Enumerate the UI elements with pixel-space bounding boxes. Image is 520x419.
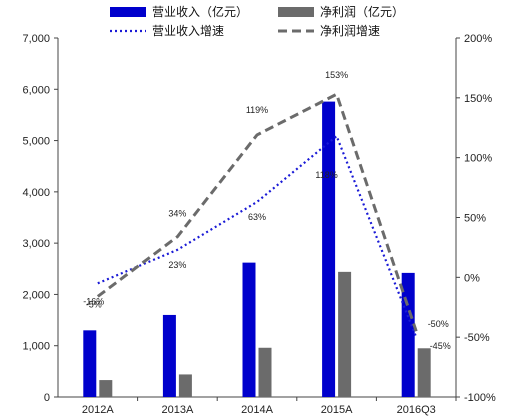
left-tick-label: 6,000 — [22, 84, 50, 96]
legend-label: 营业收入增速 — [152, 24, 224, 38]
profit-growth-label: 34% — [168, 209, 186, 219]
data-labels: -5% 23% 63% 118% -50% -16% 34% 119% 153% -45% — [83, 70, 450, 351]
profit-bar — [338, 271, 352, 397]
right-tick-label: -50% — [464, 332, 490, 344]
legend-swatch — [110, 7, 146, 17]
revenue-bar — [83, 330, 97, 397]
bars — [83, 101, 431, 397]
right-y-axis: -100% -50% 0% 50% 100% 150% 200% — [455, 33, 496, 404]
profit-bar — [417, 348, 431, 397]
legend: 营业收入（亿元） 净利润（亿元） 营业收入增速 净利润增速 — [110, 4, 404, 38]
profit-growth-label: 153% — [325, 70, 348, 80]
legend-label: 净利润增速 — [320, 24, 380, 38]
revenue-bar — [162, 314, 176, 397]
revenue-growth-label: 23% — [168, 260, 186, 270]
revenue-bar — [401, 272, 415, 397]
profit-growth-label: -45% — [430, 341, 451, 351]
right-tick-label: 150% — [464, 93, 492, 105]
profit-growth-line — [96, 92, 418, 332]
right-tick-label: 200% — [464, 33, 492, 45]
revenue-growth-label: -5% — [86, 299, 102, 309]
left-tick-label: 4,000 — [22, 187, 50, 199]
right-tick-label: -100% — [464, 392, 496, 404]
left-tick-label: 0 — [44, 392, 50, 404]
revenue-bar — [322, 101, 336, 397]
right-tick-label: 0% — [464, 272, 480, 284]
revenue-growth-label: 63% — [248, 212, 266, 222]
legend-label: 净利润（亿元） — [320, 4, 404, 19]
x-tick-label: 2012A — [82, 404, 114, 416]
revenue-growth-line — [97, 135, 418, 338]
left-tick-label: 3,000 — [22, 238, 50, 250]
x-tick-label: 2015A — [321, 404, 353, 416]
revenue-growth-label: -50% — [428, 319, 449, 329]
x-tick-label: 2014A — [241, 404, 273, 416]
left-tick-label: 5,000 — [22, 136, 50, 148]
legend-swatch — [278, 7, 314, 17]
x-tick-label: 2016Q3 — [397, 404, 436, 416]
left-tick-label: 7,000 — [22, 33, 50, 45]
right-tick-label: 50% — [464, 213, 486, 225]
left-y-axis: 0 1,000 2,000 3,000 4,000 5,000 6,000 7,000 — [22, 33, 59, 404]
profit-bar — [258, 347, 272, 397]
left-tick-label: 2,000 — [22, 289, 50, 301]
profit-growth-label: 119% — [246, 105, 268, 115]
revenue-growth-label: 118% — [315, 170, 337, 180]
legend-label: 营业收入（亿元） — [152, 4, 248, 19]
profit-bar — [99, 380, 113, 397]
profit-bar — [178, 374, 192, 397]
right-tick-label: 100% — [464, 153, 492, 165]
x-axis: 2012A 2013A 2014A 2015A 2016Q3 — [58, 396, 457, 416]
growth-lines — [96, 92, 418, 338]
profit-growth-label: -16% — [83, 296, 104, 306]
left-tick-label: 1,000 — [22, 341, 50, 353]
revenue-bar — [242, 262, 256, 397]
x-tick-label: 2013A — [161, 404, 193, 416]
